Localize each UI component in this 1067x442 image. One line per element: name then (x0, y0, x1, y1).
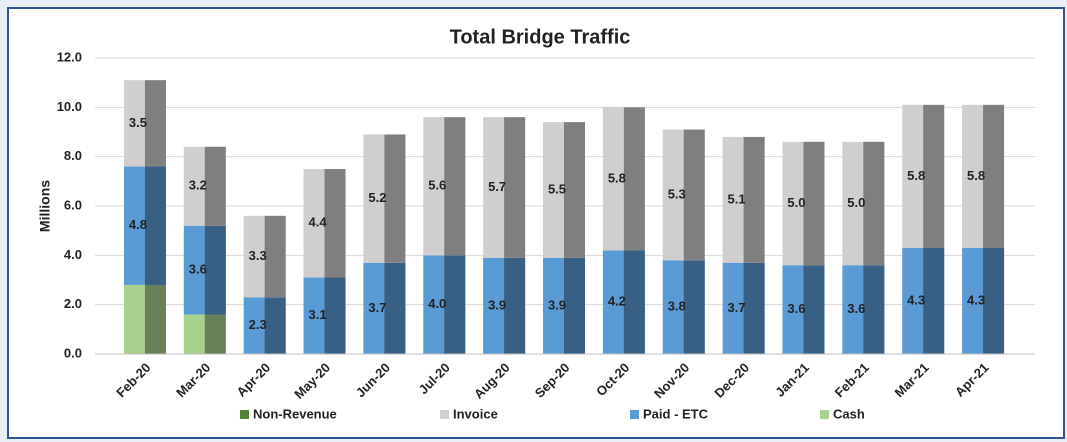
bar-shade (504, 257, 526, 354)
legend-label: Cash (833, 406, 865, 421)
data-label: 3.1 (308, 307, 326, 322)
bar-shade (144, 284, 166, 354)
y-tick-label: 10.0 (57, 99, 82, 114)
y-tick-label: 4.0 (64, 247, 82, 262)
y-tick-label: 6.0 (64, 197, 82, 212)
bar-shade (384, 262, 406, 354)
bar-shade (504, 117, 526, 258)
bar-shade (743, 136, 765, 263)
data-label: 5.0 (847, 195, 865, 210)
data-label: 3.9 (488, 297, 506, 312)
data-label: 2.3 (249, 317, 267, 332)
y-tick-label: 8.0 (64, 148, 82, 163)
bar-shade (204, 146, 226, 226)
bar-shade (204, 225, 226, 315)
bar-shade (564, 122, 585, 258)
y-tick-label: 0.0 (64, 345, 82, 360)
data-label: 4.8 (129, 217, 147, 232)
data-label: 3.2 (189, 178, 207, 193)
bar-shade (863, 141, 885, 266)
data-label: 4.0 (428, 296, 446, 311)
legend-label: Non-Revenue (253, 406, 337, 421)
bar-shade (683, 129, 705, 261)
data-label: 5.5 (548, 181, 566, 196)
data-label: 5.1 (728, 191, 746, 206)
data-label: 5.8 (967, 168, 985, 183)
bar-shade (623, 107, 645, 251)
bar-shade (923, 104, 945, 248)
bar-shade (683, 260, 705, 354)
data-label: 3.6 (189, 262, 207, 277)
bar-shade (144, 166, 166, 285)
bar-shade (983, 247, 1005, 354)
bar-shade (863, 265, 885, 354)
data-label: 4.4 (308, 215, 327, 230)
data-label: 4.2 (608, 294, 626, 309)
data-label: 3.8 (668, 299, 686, 314)
legend-swatch (820, 410, 829, 419)
legend-label: Invoice (453, 406, 498, 421)
bar-shade (264, 297, 286, 354)
bar-shade (324, 169, 346, 278)
bar-shade (144, 80, 166, 167)
y-tick-label: 12.0 (57, 49, 82, 64)
data-label: 5.3 (668, 186, 686, 201)
bar-shade (564, 257, 585, 354)
bar-shade (324, 277, 346, 354)
y-tick-label: 2.0 (64, 296, 82, 311)
chart-title: Total Bridge Traffic (450, 26, 631, 48)
legend-label: Paid - ETC (643, 406, 709, 421)
bar-shade (444, 117, 466, 256)
data-label: 4.3 (907, 292, 925, 307)
data-label: 5.8 (907, 168, 925, 183)
bar-shade (803, 265, 825, 354)
bar-shade (204, 314, 226, 354)
data-label: 3.3 (249, 248, 267, 263)
data-label: 5.8 (608, 170, 626, 185)
data-label: 3.6 (787, 301, 805, 316)
bar-shade (264, 215, 286, 298)
data-label: 3.9 (548, 297, 566, 312)
data-label: 5.0 (787, 195, 805, 210)
data-label: 5.6 (428, 178, 446, 193)
bar-shade (803, 141, 825, 266)
data-label: 5.7 (488, 179, 506, 194)
y-axis-label: Millions (37, 180, 53, 232)
bar-shade (623, 250, 645, 354)
data-label: 3.7 (368, 300, 386, 315)
data-label: 4.3 (967, 292, 985, 307)
legend-swatch (630, 410, 639, 419)
legend-swatch (240, 410, 249, 419)
bar-shade (384, 134, 406, 263)
legend-swatch (440, 410, 449, 419)
data-label: 3.5 (129, 115, 147, 130)
data-label: 5.2 (368, 190, 386, 205)
bar-shade (444, 255, 466, 354)
bar-shade (743, 262, 765, 354)
data-label: 3.6 (847, 301, 865, 316)
data-label: 3.7 (728, 300, 746, 315)
bar-shade (983, 104, 1005, 248)
bar-shade (923, 247, 945, 354)
